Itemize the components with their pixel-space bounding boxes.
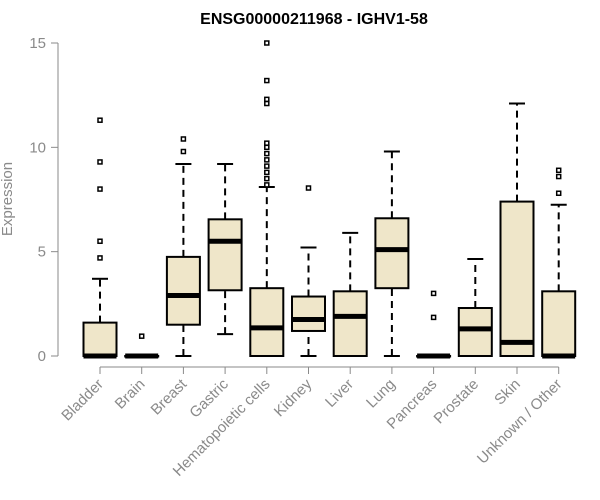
outlier-point [430, 290, 437, 297]
box-rect [249, 287, 285, 357]
box-gastric [207, 163, 243, 336]
y-tick-label: 15 [29, 35, 46, 52]
outlier-point [264, 40, 270, 46]
outlier-point [180, 148, 187, 155]
y-axis: 0 5 10 15 [29, 35, 59, 365]
box-breast [165, 136, 201, 357]
x-tick-label: Liver [322, 376, 357, 411]
y-tick-label: 10 [29, 139, 46, 156]
x-tick-label: Skin [491, 376, 524, 409]
box-kidney [291, 185, 326, 357]
box-rect [541, 290, 577, 357]
x-tick-label: Breast [148, 375, 191, 418]
outlier-point [264, 77, 270, 84]
outlier-point [97, 238, 103, 244]
outlier-point [555, 190, 562, 196]
outlier-point [97, 255, 103, 261]
outlier-point [264, 140, 270, 146]
outlier-point [264, 96, 270, 103]
outlier-point [305, 185, 312, 191]
x-tick-label: Lung [363, 376, 399, 412]
outlier-point [264, 175, 270, 182]
box-rect [291, 295, 326, 332]
y-tick-label: 5 [38, 244, 46, 261]
box-rect [82, 321, 118, 358]
box-hematopoietic-cells [249, 40, 285, 357]
outlier-point [264, 144, 270, 151]
outlier-point [264, 182, 270, 188]
box-rect [165, 255, 201, 326]
x-tick-label: Prostate [431, 376, 483, 428]
box-rect [207, 218, 243, 292]
box-rect [332, 290, 368, 357]
chart-title: ENSG00000211968 - IGHV1-58 [200, 11, 428, 28]
box-bladder [82, 117, 118, 359]
outlier-point [97, 186, 103, 192]
outlier-point [97, 159, 103, 165]
y-tick-label: 0 [38, 348, 46, 365]
outlier-point [180, 136, 187, 142]
x-tick-label: Bladder [58, 376, 107, 425]
box-skin [499, 102, 535, 357]
box-brain [124, 333, 160, 359]
boxes-group [82, 40, 577, 359]
outlier-point [264, 169, 270, 176]
box-prostate [457, 257, 493, 357]
outlier-point [264, 100, 270, 107]
y-axis-label: Expression [0, 162, 16, 236]
outlier-point [264, 163, 270, 169]
outlier-point [97, 117, 103, 123]
x-tick-label: Brain [112, 376, 149, 413]
box-lung [374, 150, 410, 357]
box-pancreas [416, 290, 452, 359]
box-rect [499, 200, 535, 357]
box-rect [457, 307, 493, 357]
box-liver [332, 231, 368, 357]
outlier-point [264, 150, 270, 157]
x-tick-label: Kidney [271, 375, 316, 420]
outlier-point [138, 333, 145, 339]
outlier-point [555, 173, 562, 180]
box-rect [374, 217, 410, 290]
outlier-point [555, 167, 562, 174]
box-unknown-other [541, 167, 577, 359]
outlier-point [430, 314, 437, 321]
outlier-point [264, 157, 270, 163]
